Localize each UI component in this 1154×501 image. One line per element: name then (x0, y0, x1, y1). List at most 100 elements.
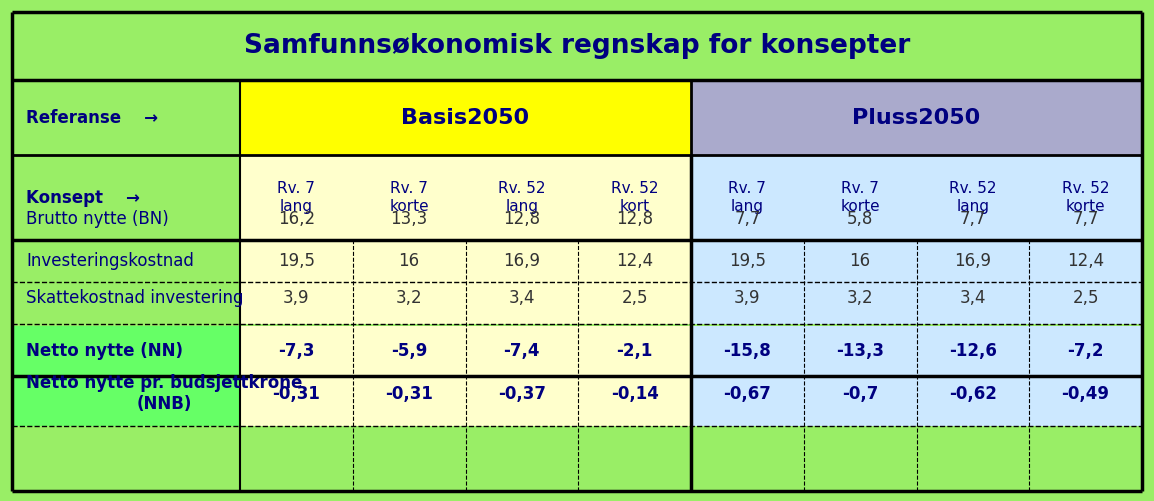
Text: 5,8: 5,8 (847, 210, 874, 228)
Text: -0,67: -0,67 (724, 384, 771, 402)
Bar (578, 198, 691, 240)
Bar (578, 326, 691, 376)
Bar (240, 240, 353, 282)
Text: Skattekostnad investering: Skattekostnad investering (27, 289, 243, 307)
Text: Referanse    →: Referanse → (27, 109, 158, 126)
Bar (691, 80, 1142, 155)
Bar (465, 198, 578, 240)
Text: -0,31: -0,31 (385, 384, 433, 402)
Bar (578, 155, 691, 240)
Bar (691, 272, 803, 324)
Text: 12,8: 12,8 (616, 210, 653, 228)
Bar (12, 80, 240, 155)
Text: -5,9: -5,9 (391, 342, 427, 360)
Text: Pluss2050: Pluss2050 (853, 108, 981, 127)
Text: Rv. 7
lang: Rv. 7 lang (277, 181, 315, 214)
Bar (803, 155, 916, 240)
Bar (803, 272, 916, 324)
Text: -12,6: -12,6 (949, 342, 997, 360)
Text: -0,49: -0,49 (1062, 384, 1110, 402)
Bar (353, 198, 465, 240)
Text: 3,2: 3,2 (396, 289, 422, 307)
Text: -0,62: -0,62 (949, 384, 997, 402)
Bar (1029, 326, 1142, 376)
Text: -0,37: -0,37 (497, 384, 546, 402)
Bar (240, 155, 353, 240)
Bar (916, 272, 1029, 324)
Text: Rv. 7
korte: Rv. 7 korte (389, 181, 429, 214)
Text: 16: 16 (849, 252, 870, 270)
Text: 19,5: 19,5 (729, 252, 766, 270)
Bar (353, 240, 465, 282)
Bar (353, 361, 465, 426)
Bar (353, 272, 465, 324)
Bar (1029, 272, 1142, 324)
Bar (240, 361, 353, 426)
Bar (803, 361, 916, 426)
Bar (12, 326, 240, 376)
Bar (1029, 240, 1142, 282)
Text: 3,4: 3,4 (960, 289, 987, 307)
Text: Samfunnsøkonomisk regnskap for konsepter: Samfunnsøkonomisk regnskap for konsepter (243, 33, 911, 59)
Bar (465, 240, 578, 282)
Text: 16,2: 16,2 (278, 210, 315, 228)
Text: Investeringskostnad: Investeringskostnad (27, 252, 194, 270)
Text: 12,8: 12,8 (503, 210, 540, 228)
Bar (465, 326, 578, 376)
Text: 16: 16 (398, 252, 420, 270)
Bar (916, 155, 1029, 240)
Bar (803, 198, 916, 240)
Bar (691, 240, 803, 282)
Text: Basis2050: Basis2050 (402, 108, 530, 127)
Bar (916, 240, 1029, 282)
Text: 7,7: 7,7 (960, 210, 986, 228)
Text: 2,5: 2,5 (621, 289, 647, 307)
Bar (1029, 155, 1142, 240)
Bar (916, 326, 1029, 376)
Bar (578, 272, 691, 324)
Text: -15,8: -15,8 (724, 342, 771, 360)
Text: 3,9: 3,9 (734, 289, 760, 307)
Text: -0,31: -0,31 (272, 384, 321, 402)
Text: 13,3: 13,3 (390, 210, 428, 228)
Bar (353, 326, 465, 376)
Text: 19,5: 19,5 (278, 252, 315, 270)
Text: 7,7: 7,7 (1072, 210, 1099, 228)
Bar (1029, 198, 1142, 240)
Bar (12, 12, 1142, 80)
Bar (691, 326, 803, 376)
Bar (578, 361, 691, 426)
Bar (691, 198, 803, 240)
Bar (803, 326, 916, 376)
Text: -7,2: -7,2 (1067, 342, 1104, 360)
Bar (578, 240, 691, 282)
Bar (691, 361, 803, 426)
Bar (240, 198, 353, 240)
Text: Rv. 52
kort: Rv. 52 kort (610, 181, 659, 214)
Bar (465, 361, 578, 426)
Text: Brutto nytte (BN): Brutto nytte (BN) (27, 210, 168, 228)
Bar (916, 198, 1029, 240)
Text: 2,5: 2,5 (1072, 289, 1099, 307)
Bar (803, 240, 916, 282)
Text: Rv. 7
lang: Rv. 7 lang (728, 181, 766, 214)
Bar (12, 272, 240, 324)
Bar (465, 272, 578, 324)
Text: -7,4: -7,4 (503, 342, 540, 360)
Bar (353, 155, 465, 240)
Text: -0,14: -0,14 (610, 384, 659, 402)
Text: 3,4: 3,4 (509, 289, 535, 307)
Text: 7,7: 7,7 (734, 210, 760, 228)
Text: Rv. 52
lang: Rv. 52 lang (949, 181, 997, 214)
Bar (691, 155, 803, 240)
Bar (240, 80, 691, 155)
Bar (12, 155, 240, 240)
Bar (240, 326, 353, 376)
Text: -13,3: -13,3 (837, 342, 884, 360)
Bar (1029, 361, 1142, 426)
Text: 3,9: 3,9 (283, 289, 309, 307)
Text: 3,2: 3,2 (847, 289, 874, 307)
Text: Netto nytte (NN): Netto nytte (NN) (27, 342, 183, 360)
Text: -7,3: -7,3 (278, 342, 315, 360)
Text: 12,4: 12,4 (616, 252, 653, 270)
